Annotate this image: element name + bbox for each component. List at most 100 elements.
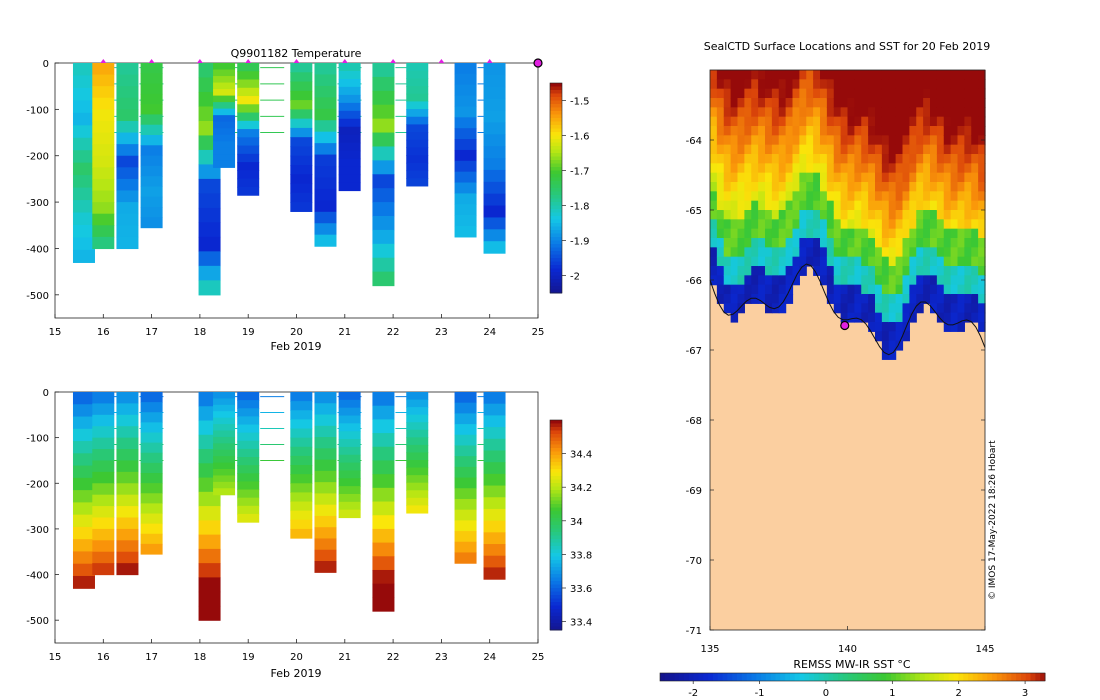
sst-cell — [799, 172, 807, 183]
sst-cell — [737, 303, 745, 314]
temperature-cell — [338, 86, 361, 96]
sst-cell — [936, 256, 945, 267]
sst-cell — [902, 135, 910, 146]
colorbar-segment — [550, 111, 562, 115]
colorbar-segment — [550, 591, 562, 596]
colorbar-segment — [550, 476, 562, 480]
sst-cell — [765, 275, 773, 286]
sst-cell — [930, 238, 938, 248]
sst-cell — [875, 116, 883, 127]
salinity-cell — [406, 407, 429, 416]
colorbar-segment — [550, 202, 562, 206]
colorbar-tick-label: 34.4 — [570, 450, 592, 461]
sst-cell — [978, 200, 986, 211]
sst-cell — [723, 79, 732, 90]
temperature-cell — [116, 144, 139, 157]
sst-cell — [826, 219, 835, 230]
sst-cell — [799, 228, 807, 239]
colorbar-frame — [549, 419, 563, 631]
colorbar-segment — [550, 286, 562, 290]
colorbar-segment — [550, 423, 562, 428]
sst-cell — [902, 247, 910, 258]
sst-cell — [950, 247, 959, 258]
temperature-cell — [314, 97, 337, 110]
salinity-cell — [237, 481, 260, 491]
map-x-tick-label: 145 — [975, 644, 994, 655]
sst-cell — [875, 79, 883, 90]
sst-cell — [943, 228, 952, 239]
colorbar-segment — [550, 458, 562, 463]
sst-cell — [916, 247, 924, 258]
sst-cell — [813, 210, 821, 220]
sst-cell — [758, 247, 766, 258]
salinity-ticks: 15 16 17 18 19 20 21 22 23 24 250-100-200-300-400-… — [26, 388, 544, 663]
sst-cell — [785, 107, 794, 118]
sst-cell — [881, 79, 890, 90]
temperature-cell — [92, 155, 115, 168]
salinity-cell — [140, 523, 163, 535]
temperature-cell — [372, 118, 395, 134]
sst-cell — [840, 256, 849, 267]
sst-cell — [847, 200, 855, 211]
sst-cell — [792, 238, 800, 248]
salinity-cell — [92, 426, 115, 439]
temperature-cell — [290, 137, 313, 148]
sst-cell — [737, 126, 745, 136]
sst-cell — [847, 266, 855, 276]
sst-cell — [737, 266, 745, 276]
sst-colorbar-segment — [977, 673, 983, 681]
salinity-cell — [454, 445, 477, 457]
temperature-cell — [237, 145, 260, 155]
sst-cell — [936, 219, 945, 230]
sst-cell — [716, 238, 725, 248]
sst-cell — [758, 163, 766, 174]
sst-cell — [943, 135, 952, 146]
sst-cell — [716, 144, 725, 155]
temperature-cell — [290, 202, 313, 212]
temperature-cell — [72, 87, 95, 101]
sst-cell — [888, 107, 897, 118]
temperature-cell — [213, 121, 236, 129]
sst-cell — [971, 135, 979, 146]
sst-cell — [916, 266, 924, 276]
salinity-cell — [140, 442, 163, 454]
sst-cell — [902, 275, 910, 286]
temperature-cell — [237, 104, 260, 114]
sst-cell — [868, 312, 876, 323]
sst-cell — [785, 219, 794, 230]
salinity-cell — [237, 432, 260, 442]
sst-cell — [813, 200, 821, 211]
temperature-cell — [213, 63, 236, 71]
sst-cell — [868, 172, 876, 183]
sst-cell — [868, 116, 876, 127]
temperature-cell — [92, 86, 115, 99]
sst-cell — [895, 331, 904, 342]
sst-cell — [785, 144, 794, 155]
temperature-cell — [92, 109, 115, 122]
sst-cell — [771, 294, 780, 304]
sst-cell — [964, 228, 972, 239]
temperature-cell — [314, 211, 337, 224]
sst-cell — [716, 182, 725, 192]
salinity-cell — [406, 392, 429, 401]
surface-marker — [100, 59, 107, 63]
sst-cell — [881, 135, 890, 146]
salinity-cell — [213, 424, 236, 432]
sst-cell — [730, 210, 739, 220]
y-tick-label: -100 — [26, 434, 49, 445]
sst-cell — [875, 182, 883, 192]
temperature-cell — [213, 128, 236, 136]
temperature-cell — [116, 213, 139, 226]
salinity-cell — [290, 528, 313, 539]
sst-cell — [909, 163, 917, 174]
salinity-cell — [372, 597, 395, 612]
sst-cell — [820, 172, 828, 183]
sst-cell — [820, 238, 828, 248]
sst-cell — [847, 79, 855, 90]
salinity-cell — [140, 483, 163, 494]
colorbar-segment — [550, 188, 562, 192]
sst-cell — [888, 331, 897, 342]
sst-cell — [978, 284, 986, 295]
sst-cell — [909, 70, 917, 80]
sst-cell — [881, 312, 890, 323]
